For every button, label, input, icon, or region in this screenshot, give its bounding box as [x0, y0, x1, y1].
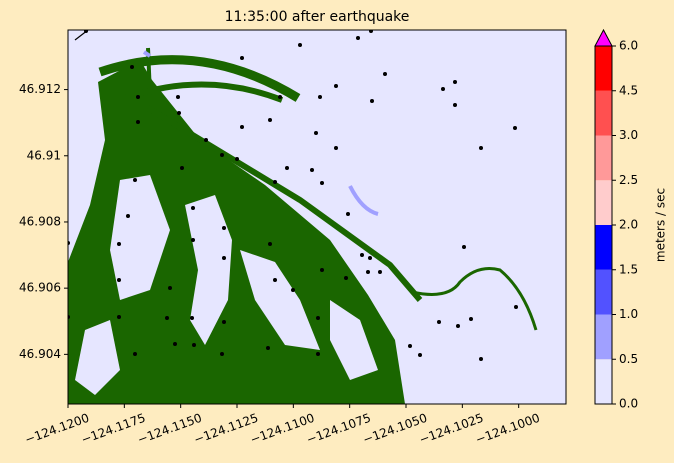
colorbar-segment: [595, 314, 612, 360]
colorbar-segment: [595, 180, 612, 225]
land: [68, 60, 405, 404]
trace: [74, 30, 89, 41]
sand-bar: [124, 81, 284, 103]
colorbar-label: meters / sec: [654, 188, 668, 262]
colorbar-tick-label: 1.0: [619, 307, 638, 321]
colorbar-tick-label: 0.0: [619, 397, 638, 411]
current: [142, 50, 152, 58]
y-tick-label: 46.906: [19, 281, 61, 295]
sand-bar: [98, 55, 301, 102]
colorbar-tick-label: 2.0: [619, 218, 638, 232]
lagoon: [330, 300, 378, 380]
plot-frame: [67, 29, 567, 405]
lagoon: [240, 250, 320, 350]
colorbar-segment: [595, 269, 612, 315]
colorbar-segment: [595, 359, 612, 404]
map-area: [68, 30, 566, 404]
colorbar-tick-label: 3.0: [619, 128, 638, 142]
colorbar-segment: [595, 135, 612, 181]
y-tick-label: 46.904: [19, 347, 61, 361]
colorbar-segment: [595, 46, 612, 91]
colorbar-tick-label: 2.5: [619, 173, 638, 187]
spit: [146, 105, 423, 302]
lagoon: [185, 195, 232, 345]
y-tick-label: 46.91: [27, 148, 61, 162]
current: [348, 185, 379, 216]
jetty: [411, 267, 538, 331]
colorbar-segment: [595, 90, 612, 136]
lagoon: [75, 320, 120, 395]
colorbar-segment: [595, 225, 612, 270]
colorbar-tick-label: 4.5: [619, 83, 638, 97]
lagoon: [110, 175, 170, 300]
y-tick-label: 46.908: [19, 214, 61, 228]
colorbar-tick-label: 1.5: [619, 262, 638, 276]
chart-title: 11:35:00 after earthquake: [225, 9, 410, 25]
colorbar-tick-label: 6.0: [619, 39, 638, 53]
y-tick-label: 46.912: [19, 82, 61, 96]
colorbar-tick-label: 0.5: [619, 352, 638, 366]
